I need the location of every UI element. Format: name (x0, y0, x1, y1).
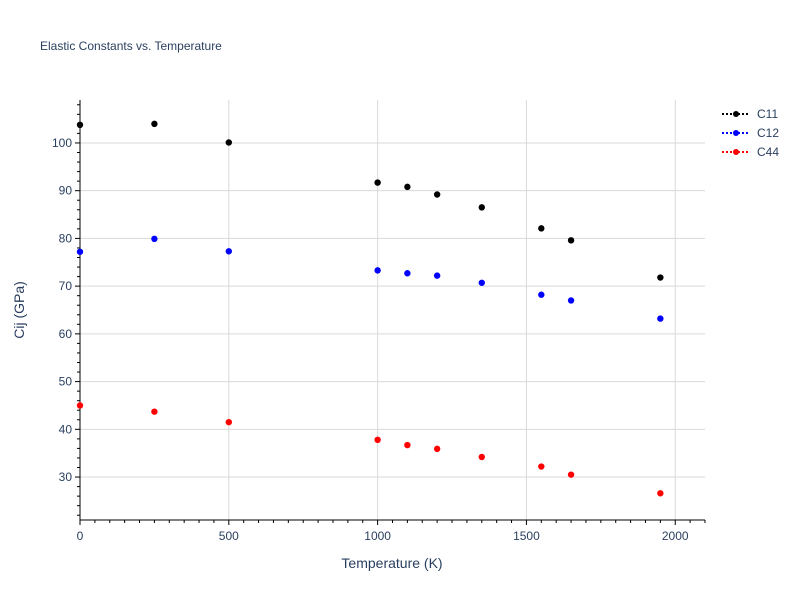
point-c44[interactable] (374, 436, 381, 444)
legend-marker (733, 130, 739, 136)
y-tick-label: 30 (59, 470, 73, 484)
point-c11[interactable] (374, 179, 381, 186)
point-c11[interactable] (433, 191, 441, 198)
point-c11[interactable] (404, 183, 411, 191)
legend-item-c12[interactable]: C12 (722, 126, 779, 140)
legend-label: C44 (757, 145, 779, 159)
point-c12[interactable] (151, 235, 158, 243)
point-c12[interactable] (433, 272, 441, 279)
point-c12[interactable] (374, 267, 381, 274)
legend-item-c11[interactable]: C11 (722, 107, 778, 121)
point-c12[interactable] (538, 291, 545, 298)
y-tick-label: 100 (52, 136, 72, 150)
point-c12[interactable] (567, 297, 575, 304)
x-tick-label: 2000 (662, 529, 689, 543)
legend[interactable]: C11 C12 C44 (722, 107, 779, 159)
chart-title: Elastic Constants vs. Temperature (40, 39, 222, 53)
x-axis-title: Temperature (K) (341, 555, 442, 571)
point-c12[interactable] (478, 279, 485, 286)
point-c44[interactable] (76, 402, 84, 409)
y-tick-label: 40 (59, 422, 73, 436)
y-tick-label: 80 (59, 231, 73, 245)
legend-label: C11 (757, 107, 778, 121)
point-c44[interactable] (151, 408, 158, 415)
point-c11[interactable] (657, 274, 664, 281)
data-points (76, 120, 664, 497)
y-tick-label: 50 (59, 375, 73, 389)
legend-marker (733, 149, 739, 155)
x-tick-label: 0 (77, 529, 84, 543)
x-tick-label: 500 (219, 529, 239, 543)
point-c12[interactable] (657, 315, 664, 322)
point-c44[interactable] (225, 418, 233, 426)
y-tick-label: 60 (59, 327, 73, 341)
point-c44[interactable] (567, 471, 575, 478)
point-c11[interactable] (225, 139, 233, 146)
grid-lines (80, 100, 705, 520)
y-tick-label: 90 (59, 184, 73, 198)
legend-marker (733, 111, 739, 117)
point-c11[interactable] (151, 120, 158, 128)
y-tick-label: 70 (59, 279, 73, 293)
point-c11[interactable] (76, 121, 84, 129)
legend-label: C12 (757, 126, 779, 140)
point-c44[interactable] (433, 445, 441, 453)
axes (75, 100, 706, 525)
point-c44[interactable] (657, 490, 664, 497)
legend-item-c44[interactable]: C44 (722, 145, 779, 159)
x-tick-label: 1000 (364, 529, 391, 543)
point-c12[interactable] (225, 248, 233, 255)
point-c44[interactable] (404, 441, 411, 449)
point-c11[interactable] (538, 225, 545, 232)
point-c12[interactable] (76, 248, 84, 255)
x-tick-label: 1500 (513, 529, 540, 543)
point-c44[interactable] (538, 463, 545, 470)
point-c11[interactable] (478, 204, 485, 211)
y-axis-title: Cij (GPa) (11, 281, 27, 339)
point-c11[interactable] (567, 237, 575, 244)
point-c44[interactable] (478, 453, 485, 461)
point-c12[interactable] (404, 270, 411, 277)
